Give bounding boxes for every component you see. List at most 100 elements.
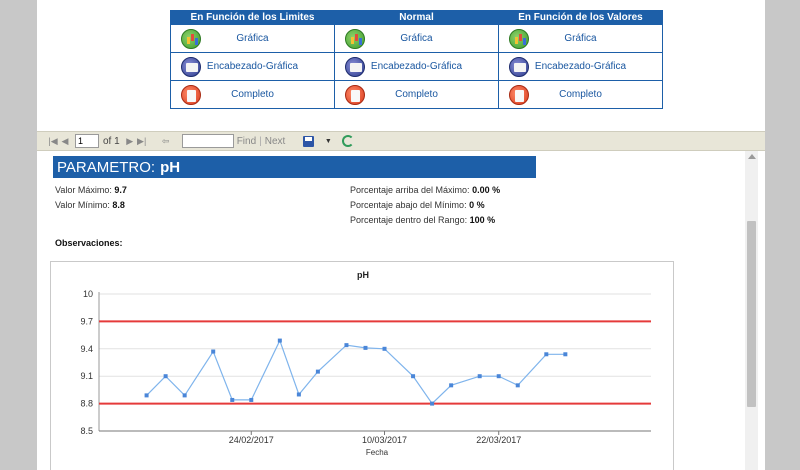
option-label[interactable]: Encabezado-Gráfica bbox=[370, 61, 463, 72]
above-value: 0.00 % bbox=[472, 185, 501, 195]
parameter-value: pH bbox=[160, 158, 181, 176]
data-point bbox=[544, 352, 549, 357]
page-count: of 1 bbox=[103, 135, 120, 147]
data-point bbox=[182, 393, 187, 398]
option-normal-header-chart[interactable]: Encabezado-Gráfica bbox=[334, 52, 499, 81]
below-value: 0 % bbox=[469, 200, 485, 210]
x-tick-label: 22/03/2017 bbox=[476, 435, 521, 445]
option-label[interactable]: Encabezado-Gráfica bbox=[534, 61, 627, 72]
parameter-label: PARAMETRO: bbox=[57, 158, 156, 176]
y-tick-label: 8.8 bbox=[80, 399, 93, 409]
header-normal: Normal bbox=[334, 10, 499, 25]
chart-icon bbox=[181, 29, 201, 49]
save-export-icon[interactable] bbox=[303, 135, 315, 147]
data-point bbox=[211, 349, 216, 354]
first-page-icon[interactable]: |◀ bbox=[48, 135, 58, 146]
x-tick-label: 24/02/2017 bbox=[229, 435, 274, 445]
toolbar-separator: | bbox=[259, 135, 262, 147]
previous-page-icon[interactable]: ◀ bbox=[61, 135, 69, 146]
option-values-chart[interactable]: Gráfica bbox=[498, 24, 663, 53]
data-point bbox=[144, 393, 149, 398]
within-value: 100 % bbox=[469, 215, 496, 225]
export-options-table: En Función de los Limites Normal En Func… bbox=[170, 10, 663, 109]
data-point bbox=[163, 374, 168, 379]
series-line bbox=[146, 339, 566, 405]
y-tick-label: 10 bbox=[83, 289, 93, 299]
data-point bbox=[515, 383, 520, 388]
data-point bbox=[430, 401, 435, 406]
header-chart-icon bbox=[509, 57, 529, 77]
vertical-scrollbar[interactable] bbox=[745, 151, 758, 470]
last-page-icon[interactable]: ▶| bbox=[137, 135, 147, 146]
parameter-title-bar: PARAMETRO: pH bbox=[53, 156, 536, 178]
report-viewer-toolbar: |◀ ◀ of 1 ▶ ▶| ⇦ Find | Next ▼ bbox=[37, 131, 765, 151]
data-point bbox=[296, 392, 301, 397]
header-chart-icon bbox=[181, 57, 201, 77]
find-link[interactable]: Find bbox=[236, 135, 257, 147]
option-label[interactable]: Encabezado-Gráfica bbox=[206, 61, 299, 72]
option-limits-header-chart[interactable]: Encabezado-Gráfica bbox=[170, 52, 335, 81]
option-limits-full[interactable]: Completo bbox=[170, 80, 335, 109]
header-limits: En Función de los Limites bbox=[170, 10, 335, 25]
page-number-input[interactable] bbox=[75, 134, 99, 148]
data-point bbox=[277, 338, 282, 343]
ph-chart: pH 10 9.7 9.4 9.1 8.8 8.5 24/02/2017 10/03/2017 2… bbox=[50, 261, 674, 470]
within-label: Porcentaje dentro del Rango: bbox=[350, 215, 468, 225]
y-tick-label: 8.5 bbox=[80, 426, 93, 436]
data-point bbox=[249, 397, 254, 402]
option-label[interactable]: Completo bbox=[395, 89, 438, 100]
min-value-row: Valor Mínimo: 8.8 bbox=[55, 200, 125, 210]
chart-title: pH bbox=[357, 270, 369, 280]
data-point bbox=[411, 374, 416, 379]
data-point bbox=[449, 383, 454, 388]
header-chart-icon bbox=[345, 57, 365, 77]
data-point bbox=[230, 397, 235, 402]
scroll-thumb[interactable] bbox=[747, 221, 756, 407]
data-point bbox=[363, 345, 368, 350]
data-point bbox=[315, 369, 320, 374]
data-point bbox=[563, 352, 568, 357]
option-label[interactable]: Gráfica bbox=[400, 33, 433, 44]
data-point bbox=[382, 346, 387, 351]
option-values-full[interactable]: Completo bbox=[498, 80, 663, 109]
header-values: En Función de los Valores bbox=[498, 10, 663, 25]
option-normal-chart[interactable]: Gráfica bbox=[334, 24, 499, 53]
full-report-icon bbox=[345, 85, 365, 105]
data-point bbox=[477, 374, 482, 379]
x-axis-label: Fecha bbox=[366, 448, 389, 457]
find-input[interactable] bbox=[181, 134, 234, 148]
full-report-icon bbox=[181, 85, 201, 105]
back-icon[interactable]: ⇦ bbox=[161, 135, 170, 146]
option-label[interactable]: Gráfica bbox=[564, 33, 597, 44]
next-link[interactable]: Next bbox=[264, 135, 286, 147]
below-min-row: Porcentaje abajo del Mínimo: 0 % bbox=[350, 200, 485, 210]
full-report-icon bbox=[509, 85, 529, 105]
option-label[interactable]: Completo bbox=[231, 89, 274, 100]
min-value: 8.8 bbox=[112, 200, 125, 210]
below-label: Porcentaje abajo del Mínimo: bbox=[350, 200, 467, 210]
export-dropdown-icon[interactable]: ▼ bbox=[324, 137, 332, 145]
option-values-header-chart[interactable]: Encabezado-Gráfica bbox=[498, 52, 663, 81]
chart-icon bbox=[345, 29, 365, 49]
y-tick-label: 9.4 bbox=[80, 344, 93, 354]
y-tick-label: 9.7 bbox=[80, 316, 93, 326]
option-normal-full[interactable]: Completo bbox=[334, 80, 499, 109]
max-label: Valor Máximo: bbox=[55, 185, 112, 195]
next-page-icon[interactable]: ▶ bbox=[126, 135, 134, 146]
data-point bbox=[344, 343, 349, 348]
y-tick-label: 9.1 bbox=[80, 371, 93, 381]
scroll-up-icon[interactable] bbox=[748, 154, 756, 159]
min-label: Valor Mínimo: bbox=[55, 200, 110, 210]
max-value-row: Valor Máximo: 9.7 bbox=[55, 185, 127, 195]
max-value: 9.7 bbox=[114, 185, 127, 195]
refresh-icon[interactable] bbox=[342, 135, 355, 147]
chart-icon bbox=[509, 29, 529, 49]
viewer-background bbox=[765, 0, 800, 470]
within-range-row: Porcentaje dentro del Rango: 100 % bbox=[350, 215, 495, 225]
above-max-row: Porcentaje arriba del Máximo: 0.00 % bbox=[350, 185, 500, 195]
option-limits-chart[interactable]: Gráfica bbox=[170, 24, 335, 53]
x-tick-label: 10/03/2017 bbox=[362, 435, 407, 445]
option-label[interactable]: Completo bbox=[559, 89, 602, 100]
chart-svg: pH 10 9.7 9.4 9.1 8.8 8.5 24/02/2017 10/03/2017 2… bbox=[80, 270, 651, 457]
option-label[interactable]: Gráfica bbox=[236, 33, 269, 44]
